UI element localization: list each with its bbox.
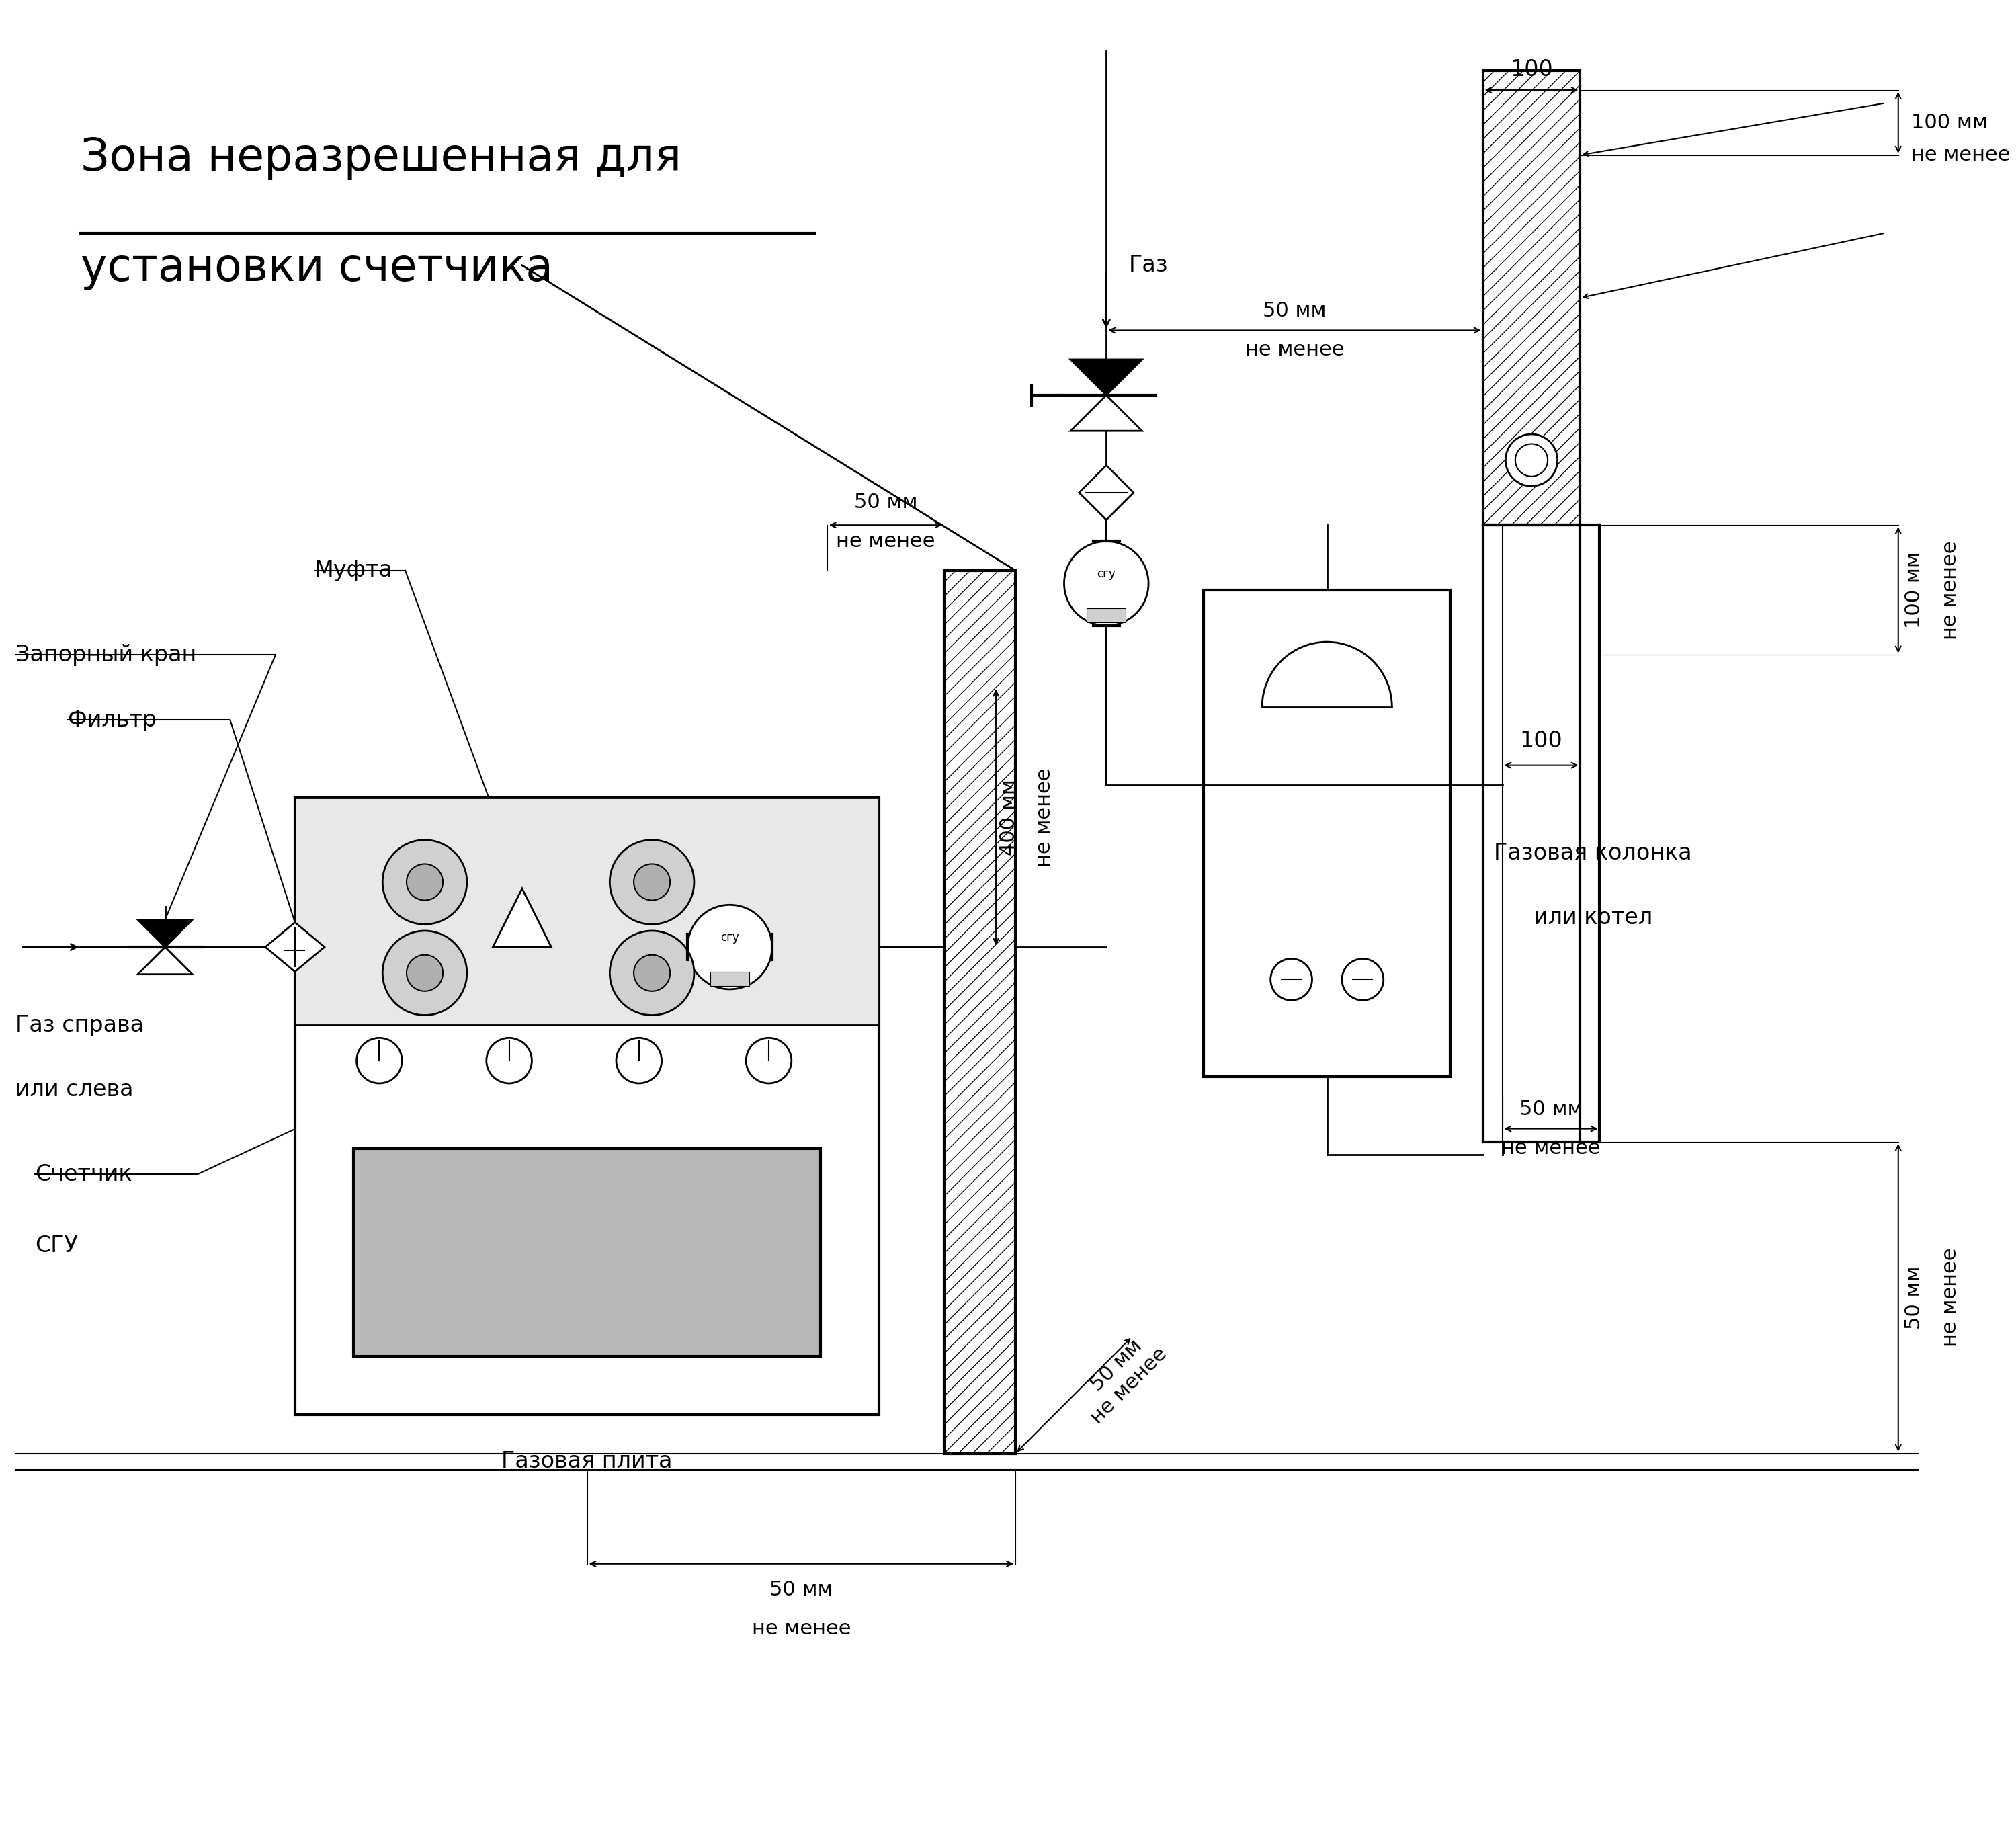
- Text: Газовая колонка: Газовая колонка: [1494, 842, 1691, 864]
- Text: 100 мм: 100 мм: [1905, 552, 1923, 629]
- Bar: [1484, 71, 1581, 525]
- Text: 50 мм: 50 мм: [770, 1580, 833, 1600]
- Circle shape: [357, 1039, 401, 1084]
- Text: не менее: не менее: [1911, 146, 2010, 164]
- Text: 50 мм: 50 мм: [1262, 301, 1327, 321]
- Text: или котел: или котел: [1534, 907, 1653, 929]
- Text: Фильтр: Фильтр: [69, 709, 157, 731]
- Circle shape: [687, 906, 772, 989]
- Text: не менее: не менее: [1034, 767, 1054, 867]
- Bar: [294, 798, 879, 1414]
- Polygon shape: [1070, 395, 1141, 432]
- Text: 100: 100: [1520, 731, 1562, 752]
- Polygon shape: [137, 947, 192, 975]
- Bar: [943, 570, 1016, 1454]
- Text: не менее: не менее: [1941, 541, 1960, 640]
- Polygon shape: [1079, 465, 1133, 519]
- Text: СГУ: СГУ: [34, 1235, 79, 1257]
- Text: не менее: не менее: [1246, 341, 1345, 359]
- Text: Газовая плита: Газовая плита: [502, 1450, 673, 1472]
- Circle shape: [633, 955, 669, 991]
- Text: не менее: не менее: [837, 532, 935, 550]
- Bar: [1087, 609, 1125, 623]
- Circle shape: [1343, 958, 1383, 1000]
- Text: не менее: не менее: [752, 1620, 851, 1638]
- Text: Зона неразрешенная для: Зона неразрешенная для: [81, 135, 681, 180]
- Text: Газ справа: Газ справа: [16, 1013, 143, 1037]
- Text: Запорный кран: Запорный кран: [16, 643, 198, 667]
- Text: установки счетчика: установки счетчика: [81, 246, 552, 290]
- Circle shape: [746, 1039, 792, 1084]
- Circle shape: [407, 955, 444, 991]
- Circle shape: [407, 864, 444, 900]
- Polygon shape: [492, 889, 550, 947]
- Circle shape: [609, 931, 694, 1015]
- Text: 400 мм: 400 мм: [1000, 780, 1018, 856]
- Text: сгу: сгу: [720, 931, 740, 944]
- Text: не менее: не менее: [1502, 1139, 1601, 1159]
- Circle shape: [383, 931, 468, 1015]
- Text: не менее: не менее: [1087, 1343, 1171, 1427]
- Text: Муфта: Муфта: [314, 559, 393, 581]
- Polygon shape: [266, 922, 325, 971]
- Circle shape: [486, 1039, 532, 1084]
- Circle shape: [383, 840, 468, 924]
- Polygon shape: [1070, 359, 1141, 395]
- Polygon shape: [137, 920, 192, 947]
- Circle shape: [617, 1039, 661, 1084]
- Text: или слева: или слева: [16, 1079, 133, 1100]
- Text: сгу: сгу: [1097, 568, 1115, 579]
- Text: не менее: не менее: [1941, 1248, 1960, 1346]
- Circle shape: [1270, 958, 1312, 1000]
- Circle shape: [609, 840, 694, 924]
- Text: Счетчик: Счетчик: [34, 1162, 133, 1186]
- Bar: [1204, 590, 1450, 1077]
- Text: 50 мм: 50 мм: [855, 492, 917, 512]
- Bar: [353, 1148, 821, 1356]
- Bar: [710, 971, 750, 986]
- Bar: [294, 798, 879, 1026]
- Circle shape: [633, 864, 669, 900]
- Text: 50 мм: 50 мм: [1087, 1336, 1145, 1396]
- Circle shape: [1506, 434, 1558, 486]
- Text: 50 мм: 50 мм: [1520, 1100, 1583, 1119]
- Text: 100 мм: 100 мм: [1911, 113, 1988, 133]
- Text: Газ: Газ: [1129, 255, 1169, 277]
- Circle shape: [1064, 541, 1149, 625]
- Text: 100: 100: [1510, 58, 1552, 80]
- Text: 50 мм: 50 мм: [1905, 1266, 1923, 1330]
